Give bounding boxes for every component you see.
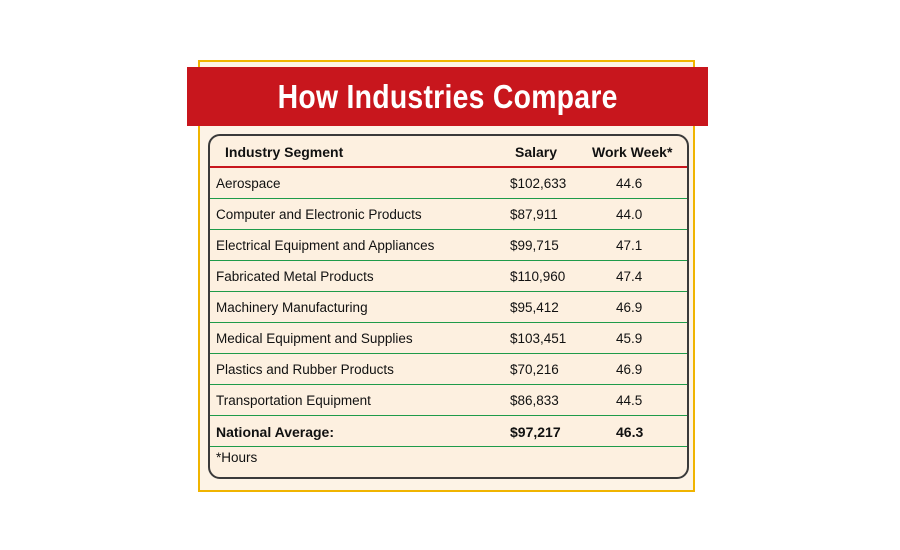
table-row: Medical Equipment and Supplies $103,451 … <box>210 323 687 354</box>
cell-work-week: 47.4 <box>616 269 643 284</box>
chart-title: How Industries Compare <box>277 77 618 115</box>
table-row: Machinery Manufacturing $95,412 46.9 <box>210 292 687 323</box>
cell-work-week: 46.3 <box>616 424 644 440</box>
column-header-work-week: Work Week* <box>592 144 673 160</box>
cell-segment: Aerospace <box>216 176 281 191</box>
cell-work-week: 44.5 <box>616 393 643 408</box>
footnote: *Hours <box>216 450 258 465</box>
cell-salary: $87,911 <box>510 207 558 222</box>
title-banner: How Industries Compare <box>187 67 708 126</box>
cell-salary: $70,216 <box>510 362 559 377</box>
cell-work-week: 44.0 <box>616 207 643 222</box>
cell-work-week: 44.6 <box>616 176 643 191</box>
cell-salary: $99,715 <box>510 238 559 253</box>
table-row: Transportation Equipment $86,833 44.5 <box>210 385 687 416</box>
table-header: Industry Segment Salary Work Week* <box>210 136 687 168</box>
table-row: Electrical Equipment and Appliances $99,… <box>210 230 687 261</box>
cell-segment: National Average: <box>216 424 334 440</box>
cell-work-week: 45.9 <box>616 331 643 346</box>
cell-salary: $110,960 <box>510 269 566 284</box>
cell-salary: $95,412 <box>510 300 559 315</box>
cell-segment: Electrical Equipment and Appliances <box>216 238 435 253</box>
cell-salary: $102,633 <box>510 176 567 191</box>
column-header-salary: Salary <box>515 144 558 160</box>
data-table: Industry Segment Salary Work Week* Aeros… <box>208 134 689 479</box>
table-row: Computer and Electronic Products $87,911… <box>210 199 687 230</box>
column-header-industry: Industry Segment <box>225 144 344 160</box>
cell-salary: $86,833 <box>510 393 559 408</box>
cell-segment: Transportation Equipment <box>216 393 371 408</box>
cell-segment: Fabricated Metal Products <box>216 269 374 284</box>
cell-segment: Medical Equipment and Supplies <box>216 331 413 346</box>
table-row: Aerospace $102,633 44.6 <box>210 168 687 199</box>
cell-salary: $97,217 <box>510 424 561 440</box>
table-row: Fabricated Metal Products $110,960 47.4 <box>210 261 687 292</box>
table-row: Plastics and Rubber Products $70,216 46.… <box>210 354 687 385</box>
national-average-row: National Average: $97,217 46.3 <box>210 416 687 447</box>
cell-segment: Machinery Manufacturing <box>216 300 368 315</box>
cell-work-week: 47.1 <box>616 238 643 253</box>
cell-segment: Computer and Electronic Products <box>216 207 422 222</box>
cell-work-week: 46.9 <box>616 362 643 377</box>
cell-segment: Plastics and Rubber Products <box>216 362 394 377</box>
cell-salary: $103,451 <box>510 331 567 346</box>
cell-work-week: 46.9 <box>616 300 643 315</box>
